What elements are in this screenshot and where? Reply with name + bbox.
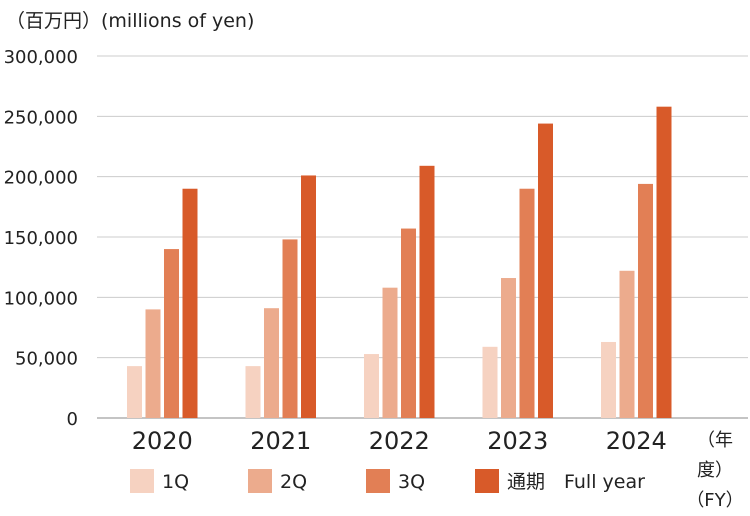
- bar: [519, 188, 535, 418]
- bar: [282, 239, 298, 418]
- x-tick-label: 2023: [487, 427, 548, 455]
- y-tick-label: 250,000: [4, 107, 78, 128]
- legend-swatch: [248, 469, 272, 493]
- bar: [127, 366, 142, 418]
- bar: [301, 175, 316, 418]
- legend-label: 2Q: [280, 471, 307, 493]
- x-tick-label: 2024: [606, 427, 667, 455]
- y-tick-label: 150,000: [4, 228, 78, 249]
- chart: （百万円）(millions of yen) 0 50,000 100,000 150…: [4, 10, 748, 511]
- legend-label: 通期 Full year: [507, 471, 645, 493]
- y-tick-label: 0: [67, 409, 78, 430]
- y-tick-label: 50,000: [15, 349, 78, 370]
- bar: [482, 346, 498, 418]
- x-tick-label: 2022: [369, 427, 430, 455]
- bar: [538, 123, 553, 418]
- bar: [656, 106, 672, 419]
- x-tick-label: 2021: [250, 427, 311, 455]
- legend-label: 1Q: [162, 471, 189, 493]
- chart-canvas: 0 50,000 100,000 150,000 200,000 250,000 300,0…: [4, 47, 748, 493]
- bar: [382, 287, 398, 418]
- bar: [619, 270, 635, 418]
- bar: [164, 249, 179, 418]
- bar: [264, 308, 279, 418]
- y-tick-label: 300,000: [4, 47, 78, 68]
- bar: [364, 354, 379, 418]
- bar: [501, 278, 516, 418]
- bar: [182, 188, 198, 418]
- legend-swatch: [366, 469, 390, 493]
- legend-swatch: [475, 469, 499, 493]
- bar: [401, 228, 416, 418]
- bar: [245, 366, 261, 418]
- unit-label: （百万円）(millions of yen): [6, 10, 255, 32]
- bar: [419, 165, 435, 418]
- y-tick-label: 100,000: [4, 288, 78, 309]
- legend-swatch: [130, 469, 154, 493]
- bar: [638, 183, 653, 418]
- x-tick-label: 2020: [132, 427, 193, 455]
- legend-label: 3Q: [398, 471, 425, 493]
- fiscal-year-label: （年度） （FY）: [686, 430, 744, 511]
- bar: [601, 341, 616, 418]
- y-tick-label: 200,000: [4, 168, 78, 189]
- bar: [145, 309, 161, 418]
